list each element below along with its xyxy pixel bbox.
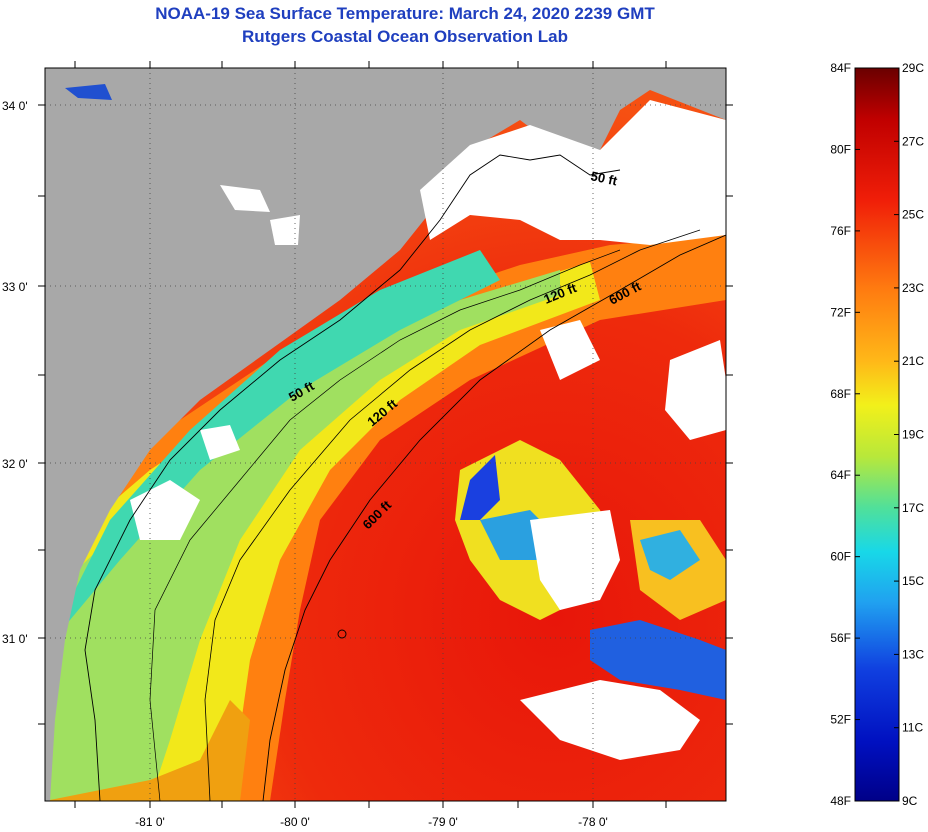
south-warm-water bbox=[45, 700, 250, 801]
cloud-patch-coast-2 bbox=[200, 425, 240, 460]
colorbar-c-label: 15C bbox=[902, 574, 924, 588]
cloud-patch-south bbox=[520, 680, 700, 760]
lat-label-31: 31 0' bbox=[2, 632, 28, 646]
lat-label-33: 33 0' bbox=[2, 280, 28, 294]
lon-label-79: -79 0' bbox=[428, 815, 458, 829]
colorbar-f-label: 52F bbox=[830, 713, 851, 727]
colorbar-c-label: 21C bbox=[902, 354, 924, 368]
colorbar-c-label: 19C bbox=[902, 428, 924, 442]
colorbar-f-label: 64F bbox=[830, 468, 851, 482]
colorbar-f-label: 48F bbox=[830, 794, 851, 808]
colorbar-celsius-labels: 29C 27C 25C 23C 21C 19C 17C 15C 13C 11C 9C bbox=[902, 61, 924, 808]
cloud-patch-inland-2 bbox=[220, 185, 270, 212]
lon-label-80: -80 0' bbox=[280, 815, 310, 829]
cool-patch-east bbox=[640, 530, 700, 580]
map-subtitle: Rutgers Coastal Ocean Observation Lab bbox=[242, 27, 568, 46]
cloud-patch-center bbox=[530, 510, 620, 610]
lon-label-78: -78 0' bbox=[578, 815, 608, 829]
isobath-120ft bbox=[204, 229, 701, 801]
cloud-patch-coast bbox=[130, 480, 200, 540]
contour-label-50ft-north: 50 ft bbox=[589, 168, 619, 188]
no-data-region-north bbox=[420, 100, 726, 245]
land-mass bbox=[45, 68, 726, 801]
map-title: NOAA-19 Sea Surface Temperature: March 2… bbox=[155, 4, 655, 23]
shelf-green-water bbox=[45, 270, 560, 801]
cold-eddy bbox=[460, 455, 500, 520]
cold-patch-southeast bbox=[590, 620, 726, 700]
colorbar-c-label: 27C bbox=[902, 134, 924, 148]
colorbar-f-label: 60F bbox=[830, 550, 851, 564]
lat-label-32: 32 0' bbox=[2, 457, 28, 471]
isobath-50ft bbox=[149, 249, 621, 801]
colorbar-fahrenheit-labels: 84F 80F 76F 72F 68F 64F 60F 56F 52F 48F bbox=[830, 61, 851, 808]
coastline bbox=[84, 154, 621, 801]
cloud-patch-small bbox=[540, 320, 600, 380]
colorbar-f-label: 76F bbox=[830, 224, 851, 238]
lat-label-34: 34 0' bbox=[2, 99, 28, 113]
inland-lake bbox=[65, 84, 112, 100]
cloud-patch-east bbox=[665, 340, 726, 440]
colorbar-f-label: 72F bbox=[830, 305, 851, 319]
station-marker bbox=[337, 629, 347, 639]
lon-label-81: -81 0' bbox=[135, 815, 165, 829]
colorbar-ticks bbox=[855, 67, 899, 802]
colorbar-c-label: 11C bbox=[902, 721, 923, 735]
colorbar-c-label: 29C bbox=[902, 61, 924, 75]
colorbar-f-label: 84F bbox=[830, 61, 851, 75]
cloud-patch-inland bbox=[270, 215, 300, 245]
colorbar-c-label: 23C bbox=[902, 281, 924, 295]
map-ticks bbox=[38, 61, 733, 808]
graticule bbox=[45, 68, 726, 801]
colorbar bbox=[854, 67, 900, 802]
colorbar-f-label: 68F bbox=[830, 387, 851, 401]
colorbar-c-label: 9C bbox=[902, 794, 918, 808]
colorbar-c-label: 17C bbox=[902, 501, 924, 515]
colorbar-f-label: 80F bbox=[830, 142, 851, 156]
nearshore-cool-water bbox=[45, 250, 500, 801]
colorbar-f-label: 56F bbox=[830, 631, 851, 645]
isobath-600ft bbox=[262, 234, 726, 801]
colorbar-c-label: 25C bbox=[902, 208, 924, 222]
map-frame bbox=[44, 67, 727, 802]
colorbar-c-label: 13C bbox=[902, 647, 924, 661]
